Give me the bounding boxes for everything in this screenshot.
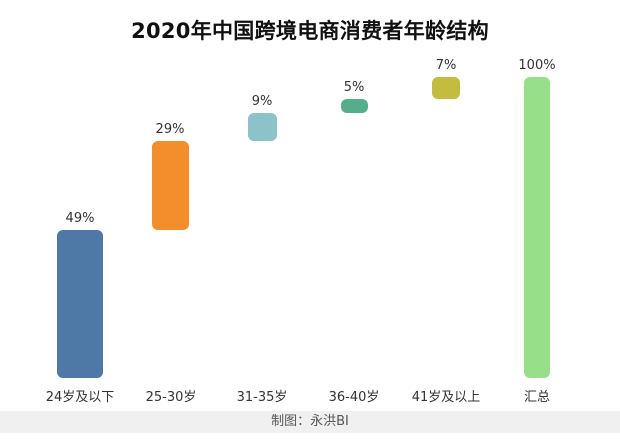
- x-tick-label: 24岁及以下: [45, 390, 115, 405]
- value-label: 9%: [251, 94, 273, 109]
- bar-36-40: [341, 99, 368, 113]
- bar-31-35: [248, 113, 277, 141]
- value-label: 7%: [435, 58, 457, 73]
- plot-area: 49% 29% 9% 5% 7% 100% 24岁及以下 25-30岁 31-3…: [45, 58, 556, 405]
- footer-credit: 制图：永洪BI: [0, 411, 620, 433]
- x-tick-label: 31-35岁: [236, 390, 288, 405]
- bar-25-30: [152, 141, 189, 230]
- x-tick-label: 25-30岁: [145, 390, 197, 405]
- value-label: 5%: [343, 80, 365, 95]
- value-label: 49%: [65, 211, 95, 226]
- x-tick-label: 汇总: [523, 390, 550, 405]
- chart-title: 2020年中国跨境电商消费者年龄结构: [131, 19, 489, 43]
- x-tick-label: 41岁及以上: [411, 390, 481, 405]
- value-label: 100%: [518, 58, 556, 73]
- bar-total: [524, 77, 550, 378]
- bar-41-and-over: [432, 77, 460, 99]
- bar-24-and-under: [57, 230, 103, 378]
- x-tick-label: 36-40岁: [328, 390, 380, 405]
- value-label: 29%: [155, 122, 185, 137]
